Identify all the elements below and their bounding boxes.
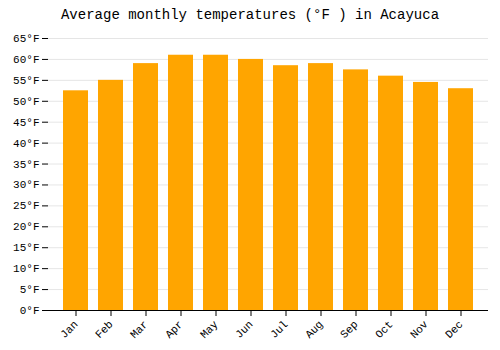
- svg-text:May: May: [198, 318, 221, 341]
- svg-text:10°F: 10°F: [13, 263, 39, 275]
- svg-text:Oct: Oct: [373, 318, 395, 340]
- svg-text:Feb: Feb: [93, 318, 115, 340]
- svg-text:15°F: 15°F: [13, 242, 39, 254]
- svg-text:25°F: 25°F: [13, 200, 39, 212]
- svg-text:60°F: 60°F: [13, 54, 39, 66]
- svg-text:0°F: 0°F: [20, 305, 40, 317]
- svg-text:Jul: Jul: [268, 318, 290, 340]
- svg-text:Jun: Jun: [233, 318, 255, 340]
- svg-text:5°F: 5°F: [20, 284, 40, 296]
- html-text:Average monthly temperatures (: Average monthly temperatures (°F ) in Ac…: [61, 7, 439, 23]
- svg-text:45°F: 45°F: [13, 117, 39, 129]
- svg-text:Aug: Aug: [303, 318, 325, 340]
- svg-text:20°F: 20°F: [13, 221, 39, 233]
- svg-text:Jan: Jan: [58, 318, 80, 340]
- svg-text:65°F: 65°F: [13, 33, 39, 45]
- svg-text:Apr: Apr: [163, 318, 185, 340]
- svg-text:40°F: 40°F: [13, 138, 39, 150]
- svg-text:Mar: Mar: [128, 318, 150, 340]
- svg-text:55°F: 55°F: [13, 75, 39, 87]
- svg-text:35°F: 35°F: [13, 159, 39, 171]
- svg-text:50°F: 50°F: [13, 96, 39, 108]
- svg-text:30°F: 30°F: [13, 179, 39, 191]
- svg-text:Nov: Nov: [408, 318, 431, 341]
- svg-text:Sep: Sep: [338, 318, 360, 340]
- svg-text:Dec: Dec: [443, 318, 465, 340]
